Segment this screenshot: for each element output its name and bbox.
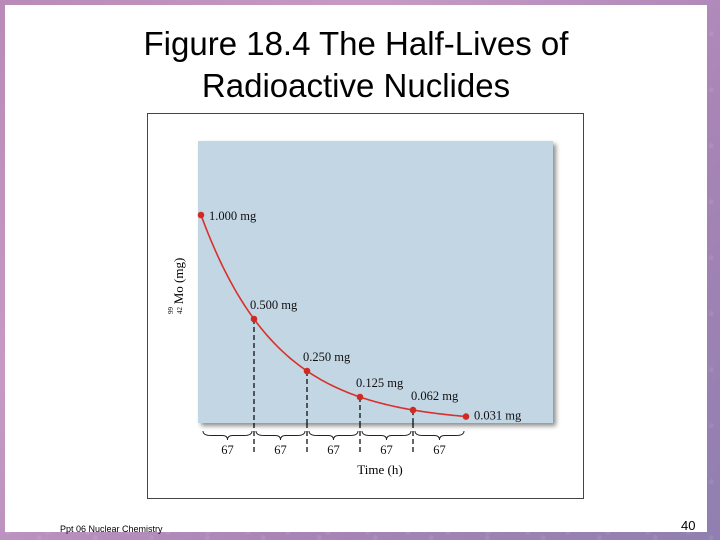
point-label: 0.500 mg: [250, 298, 298, 312]
footer-text: Ppt 06 Nuclear Chemistry: [60, 524, 163, 534]
point-label: 0.125 mg: [356, 376, 404, 390]
data-point: [462, 413, 470, 420]
data-point: [409, 406, 417, 414]
interval-brace: [361, 430, 412, 441]
y-axis-mass-number: 99: [167, 307, 175, 315]
figure-frame: 1.000 mg 0.500 mg 0.250 mg 0.125 mg 0.062 mg…: [147, 113, 584, 499]
plot-background: [198, 141, 553, 423]
interval-brace: [414, 430, 465, 441]
slide-title-line-2: Radioactive Nuclides: [201, 67, 511, 104]
y-axis-atomic-number: 42: [176, 307, 184, 315]
decay-curve: [200, 214, 467, 418]
interval-label: 67: [221, 443, 234, 457]
y-axis-label: Mo (mg): [171, 258, 186, 305]
data-point: [303, 367, 311, 375]
interval-label: 67: [274, 443, 287, 457]
point-label: 0.250 mg: [303, 350, 351, 364]
interval-label: 67: [433, 443, 446, 457]
page-number: 40: [681, 518, 696, 533]
interval-brace: [308, 430, 359, 441]
interval-brace: [202, 430, 253, 441]
x-axis-label: Time (h): [357, 462, 402, 477]
data-point: [197, 211, 205, 219]
data-point: [250, 315, 258, 323]
y-axis-label-group: Mo (mg) 99 42: [167, 258, 186, 314]
slide-title: Figure 18.4 The Half-Lives of Radioactiv…: [5, 23, 707, 107]
slide-title-line-1: Figure 18.4 The Half-Lives of: [143, 25, 569, 62]
point-label: 1.000 mg: [209, 209, 257, 223]
data-point: [356, 393, 364, 401]
interval-label: 67: [380, 443, 393, 457]
point-label: 0.031 mg: [474, 409, 522, 423]
slide: Figure 18.4 The Half-Lives of Radioactiv…: [5, 5, 707, 534]
interval-label: 67: [327, 443, 340, 457]
point-label: 0.062 mg: [411, 389, 459, 403]
half-life-chart: 1.000 mg 0.500 mg 0.250 mg 0.125 mg 0.062 mg…: [167, 141, 553, 477]
interval-brace: [255, 430, 306, 441]
